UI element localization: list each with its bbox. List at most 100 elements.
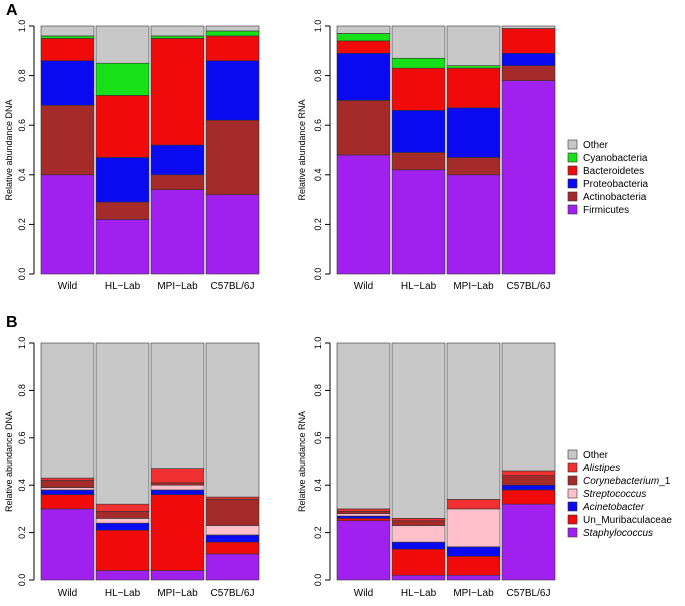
legend-label: Staphylococcus [583,528,653,539]
bar-segment-acinetobacter [205,534,260,543]
bar-segment-staphylococcus [446,574,501,581]
chart-a-rna: 0.0 0.2 0.4 0.6 0.8 1.0 Relative abundance RNA… [297,20,556,292]
y-tick-label: 0.4 [313,169,323,182]
bar-segment-proteobacteria [336,52,391,101]
legend-swatch [567,152,578,163]
legend-label: Streptococcus [583,489,646,500]
chart-b-dna: 0.0 0.2 0.4 0.6 0.8 1.0 Relative abundance DNA… [4,337,260,599]
bar-segment-streptococcus [446,508,501,548]
bar-segment-un-muribaculaceae [205,541,260,555]
y-tick-label: 0.0 [313,268,323,281]
bar-segment-un-muribaculaceae [391,548,446,576]
y-tick-label: 0.4 [17,479,27,492]
y-tick-label: 0.8 [17,384,27,397]
bar-segment-cyanobacteria [40,35,95,39]
bar-segment-firmicutes [501,80,556,275]
bar-segment-bacteroidetes [446,67,501,109]
x-tick-label: C57BL/6J [507,281,551,292]
bar-segment-bacteroidetes [391,67,446,111]
bar-segment-firmicutes [446,174,501,275]
x-tick-label: MPI−Lab [453,588,494,599]
bar-segment-other [150,25,205,37]
bar-segment-proteobacteria [501,52,556,66]
x-tick-label: Wild [58,281,77,292]
bar-segment-proteobacteria [205,60,260,121]
y-tick-label: 0.6 [313,119,323,132]
bar-segment-other [336,342,391,510]
x-tick-label: Wild [58,588,77,599]
bar-segment-cyanobacteria [205,30,260,37]
bar-segment-corynebacterium-1 [40,480,95,488]
chart-b-rna: 0.0 0.2 0.4 0.6 0.8 1.0 Relative abundance RNA… [297,337,556,599]
x-tick-label: HL−Lab [401,588,437,599]
bar-segment-bacteroidetes [501,28,556,54]
bar-segment-acinetobacter [391,541,446,550]
bar-segment-acinetobacter [95,522,150,531]
bar-segment-firmicutes [150,189,205,275]
legend-swatch [567,165,578,176]
bar-segment-firmicutes [205,194,260,275]
bar-segment-actinobacteria [205,119,260,195]
bar-segment-bacteroidetes [150,38,205,146]
bar-segment-proteobacteria [40,60,95,106]
bar-segment-other [391,25,446,59]
legend-label: Cyanobacteria [583,153,648,164]
bar-segment-corynebacterium-1 [95,510,150,519]
bar-segment-actinobacteria [95,201,150,220]
bar-segment-firmicutes [391,169,446,275]
legend-label: Proteobacteria [583,179,648,190]
x-tick-label: HL−Lab [401,281,437,292]
bar-segment-other [501,342,556,472]
bar-segment-acinetobacter [336,515,391,519]
bar-segment-other [40,342,95,479]
y-tick-label: 0.4 [17,169,27,182]
bar-segment-bacteroidetes [95,95,150,158]
bar-segment-staphylococcus [501,503,556,581]
bar-segment-un-muribaculaceae [336,518,391,522]
legend-swatch [567,488,578,499]
bar-segment-acinetobacter [150,489,205,495]
bar-segment-other [501,25,556,29]
bar-segment-actinobacteria [336,100,391,156]
legend-label: Alistipes [582,463,620,474]
bar-segment-corynebacterium-1 [391,520,446,526]
bar-segment-streptococcus [391,525,446,543]
x-tick-label: HL−Lab [105,588,141,599]
bar-segment-other [205,342,260,498]
bar-segment-other [40,25,95,37]
bar-segment-streptococcus [40,487,95,491]
chart-a-dna: 0.0 0.2 0.4 0.6 0.8 1.0 Relative abundance DNA… [4,20,260,292]
bar-segment-acinetobacter [40,489,95,495]
bar-segment-alistipes [336,508,391,512]
legend-label: Bacteroidetes [583,166,644,177]
bar-segment-corynebacterium-1 [336,510,391,514]
x-tick-label: C57BL/6J [507,588,551,599]
legend-swatch [567,139,578,150]
y-axis-label: Relative abundance RNA [297,99,307,200]
y-tick-label: 0.6 [17,119,27,132]
legend-label: Other [583,450,609,461]
x-tick-label: MPI−Lab [453,281,494,292]
bar-segment-other [150,342,205,469]
bar-segment-other [391,342,446,519]
x-tick-label: HL−Lab [105,281,141,292]
bar-segment-acinetobacter [501,484,556,491]
bar-segment-staphylococcus [95,570,150,581]
x-tick-label: MPI−Lab [157,588,198,599]
bar-segment-other [95,25,150,64]
bar-segment-staphylococcus [150,570,205,581]
legend-b-rna: Other Alistipes Corynebacterium_1 Streptoco… [567,449,672,539]
bar-segment-other [336,25,391,34]
bar-segment-un-muribaculaceae [501,489,556,505]
bar-segment-cyanobacteria [95,62,150,96]
x-tick-label: C57BL/6J [211,281,255,292]
bar-segment-proteobacteria [391,110,446,153]
bar-segment-staphylococcus [40,508,95,581]
y-tick-label: 0.4 [313,479,323,492]
legend-label: Corynebacterium_1 [583,476,671,487]
bar-segment-un-muribaculaceae [446,555,501,576]
bar-segment-bacteroidetes [336,40,391,54]
bar-segment-other [205,25,260,32]
bar-segment-actinobacteria [150,174,205,190]
